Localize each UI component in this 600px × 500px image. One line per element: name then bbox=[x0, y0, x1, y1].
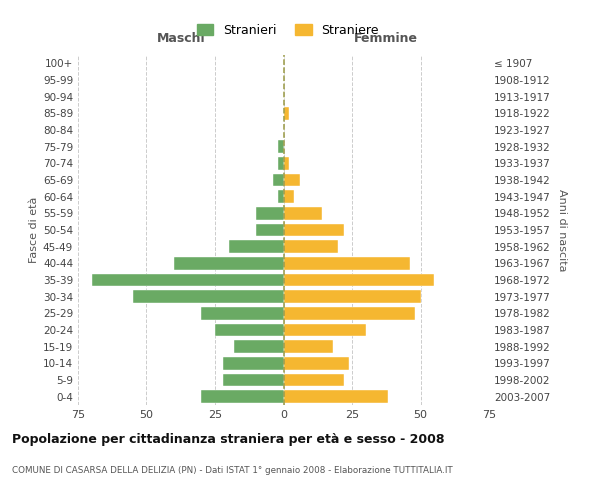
Bar bbox=[284, 157, 289, 170]
Bar bbox=[174, 257, 284, 270]
Bar bbox=[284, 390, 388, 403]
Bar bbox=[284, 307, 415, 320]
Bar bbox=[284, 357, 349, 370]
Text: Maschi: Maschi bbox=[157, 32, 205, 45]
Bar bbox=[202, 390, 284, 403]
Bar bbox=[278, 190, 284, 203]
Bar bbox=[284, 290, 421, 303]
Bar bbox=[223, 374, 284, 386]
Bar bbox=[229, 240, 284, 253]
Bar bbox=[234, 340, 284, 353]
Bar bbox=[223, 357, 284, 370]
Bar bbox=[284, 240, 338, 253]
Bar bbox=[284, 107, 289, 120]
Text: COMUNE DI CASARSA DELLA DELIZIA (PN) - Dati ISTAT 1° gennaio 2008 - Elaborazione: COMUNE DI CASARSA DELLA DELIZIA (PN) - D… bbox=[12, 466, 453, 475]
Bar bbox=[256, 224, 284, 236]
Y-axis label: Fasce di età: Fasce di età bbox=[29, 197, 39, 263]
Bar bbox=[284, 257, 410, 270]
Bar bbox=[284, 340, 333, 353]
Bar bbox=[133, 290, 284, 303]
Bar bbox=[284, 324, 366, 336]
Bar bbox=[215, 324, 284, 336]
Bar bbox=[278, 140, 284, 153]
Bar bbox=[284, 207, 322, 220]
Bar bbox=[278, 157, 284, 170]
Bar bbox=[256, 207, 284, 220]
Bar bbox=[284, 224, 344, 236]
Bar bbox=[284, 274, 434, 286]
Text: Femmine: Femmine bbox=[354, 32, 418, 45]
Text: Popolazione per cittadinanza straniera per età e sesso - 2008: Popolazione per cittadinanza straniera p… bbox=[12, 432, 445, 446]
Bar bbox=[284, 190, 295, 203]
Y-axis label: Anni di nascita: Anni di nascita bbox=[557, 188, 567, 271]
Bar bbox=[92, 274, 284, 286]
Bar bbox=[202, 307, 284, 320]
Legend: Stranieri, Straniere: Stranieri, Straniere bbox=[192, 18, 384, 42]
Bar bbox=[284, 174, 300, 186]
Bar bbox=[272, 174, 284, 186]
Bar bbox=[284, 374, 344, 386]
